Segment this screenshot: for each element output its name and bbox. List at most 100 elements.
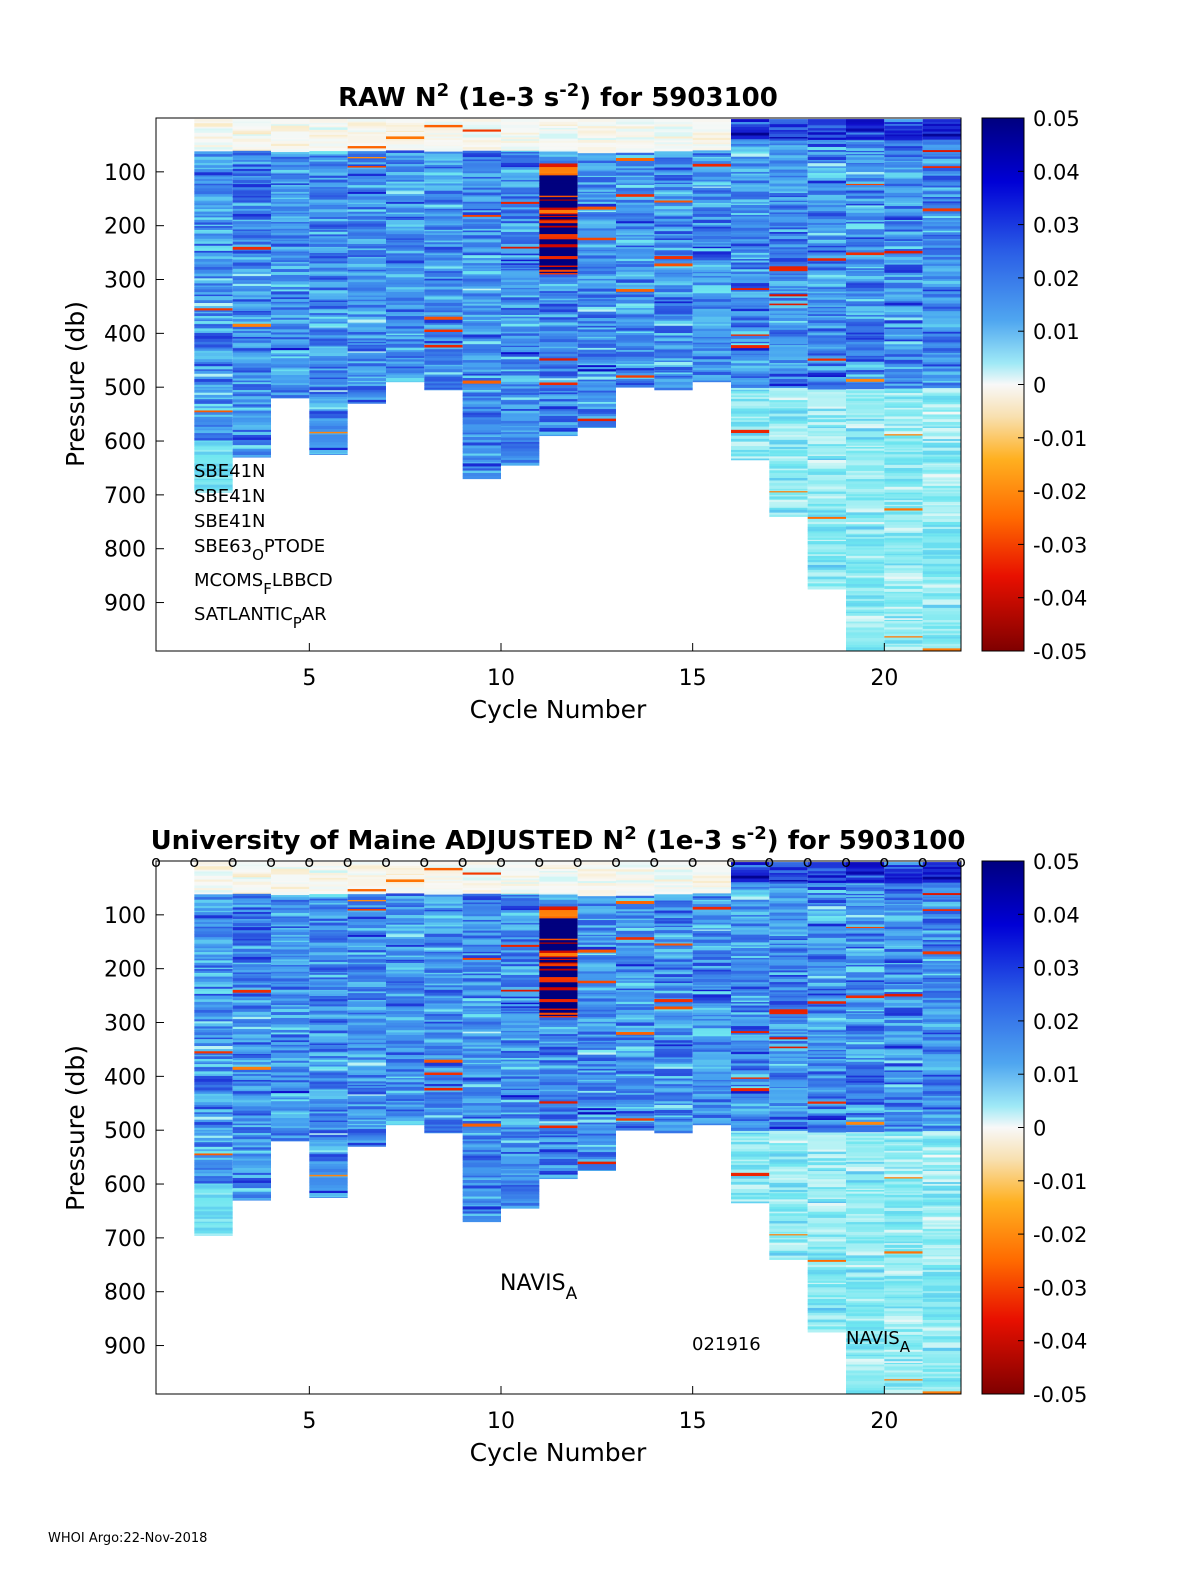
raw-heatmap-cell [846, 301, 884, 304]
adjusted-heatmap-cell [348, 1063, 386, 1066]
raw-heatmap-cell [769, 223, 807, 226]
raw-heatmap-cell [309, 358, 347, 361]
raw-heatmap-cell [731, 382, 769, 385]
raw-annotation: SBE41N [194, 511, 266, 532]
adjusted-heatmap-cell [578, 904, 616, 907]
raw-heatmap-cell [808, 335, 846, 338]
raw-heatmap-cell [386, 242, 424, 245]
raw-heatmap-cell [424, 332, 462, 335]
adjusted-heatmap-cell [616, 943, 654, 946]
raw-heatmap-cell [923, 474, 961, 477]
adjusted-heatmap-cell [271, 966, 309, 969]
raw-heatmap-cell [463, 212, 501, 215]
adjusted-heatmap-cell [348, 919, 386, 922]
raw-heatmap-cell [424, 148, 462, 152]
adjusted-heatmap-cell [348, 1145, 386, 1147]
raw-heatmap-cell [846, 313, 884, 316]
raw-heatmap-cell [424, 369, 462, 372]
adjusted-heatmap-cell [194, 1007, 232, 1010]
adjusted-heatmap-cell [539, 1131, 577, 1134]
adjusted-heatmap-cell [233, 898, 271, 901]
raw-heatmap-cell [846, 308, 884, 311]
adjusted-heatmap-cell [501, 930, 539, 933]
adjusted-heatmap-cell [194, 1117, 232, 1120]
adjusted-heatmap-cell [578, 1157, 616, 1160]
adjusted-heatmap-cell [424, 990, 462, 993]
raw-heatmap-cell [884, 332, 922, 336]
raw-heatmap-cell [808, 135, 846, 138]
raw-heatmap-cell [616, 280, 654, 283]
raw-heatmap-cell [501, 282, 539, 285]
raw-heatmap-cell [808, 565, 846, 568]
raw-y-axis-label: Pressure (db) [61, 301, 90, 467]
adjusted-heatmap-cell [348, 957, 386, 960]
raw-heatmap-cell [769, 416, 807, 419]
raw-heatmap-cell [386, 277, 424, 280]
raw-heatmap-cell [271, 334, 309, 337]
raw-heatmap-cell [578, 377, 616, 380]
raw-heatmap-cell [884, 517, 922, 520]
adjusted-heatmap-cell [424, 1101, 462, 1104]
raw-heatmap-cell [386, 153, 424, 156]
raw-heatmap-cell [233, 427, 271, 430]
raw-heatmap-cell [463, 409, 501, 412]
raw-heatmap-cell [808, 231, 846, 234]
raw-heatmap-cell [194, 194, 232, 197]
adjusted-heatmap-cell [501, 1090, 539, 1093]
raw-heatmap-cell [769, 277, 807, 280]
raw-heatmap-cell [194, 212, 232, 215]
adjusted-heatmap-cell [463, 894, 501, 897]
raw-heatmap-cell [808, 533, 846, 536]
adjusted-heatmap-cell [386, 1107, 424, 1110]
raw-heatmap-cell [539, 239, 577, 242]
adjusted-heatmap-cell [309, 1122, 347, 1126]
raw-heatmap-cell [194, 435, 232, 438]
raw-heatmap-cell [539, 131, 577, 134]
raw-heatmap-cell [846, 185, 884, 188]
adjusted-heatmap-cell [501, 966, 539, 970]
raw-heatmap-cell [309, 166, 347, 169]
raw-heatmap-cell [616, 314, 654, 317]
raw-heatmap-cell [808, 341, 846, 344]
raw-heatmap-cell [233, 363, 271, 366]
adjusted-heatmap-cell [424, 978, 462, 981]
adjusted-heatmap-cell [271, 897, 309, 900]
adjusted-heatmap-cell [194, 894, 232, 897]
raw-heatmap-cell [309, 232, 347, 235]
raw-heatmap-cell [808, 431, 846, 434]
adjusted-heatmap-cell [233, 940, 271, 943]
adjusted-heatmap-cell [463, 1055, 501, 1059]
adjusted-heatmap-cell [233, 1137, 271, 1140]
adjusted-heatmap-cell [386, 1000, 424, 1003]
raw-colorbar-tick-label: 0.05 [1033, 107, 1080, 131]
raw-heatmap-cell [194, 143, 232, 146]
adjusted-heatmap-cell [348, 882, 386, 885]
raw-heatmap-cell [846, 509, 884, 512]
raw-heatmap-cell [846, 129, 884, 133]
raw-heatmap-cell [769, 504, 807, 507]
raw-heatmap-cell [808, 519, 846, 522]
raw-heatmap-cell [309, 400, 347, 403]
raw-heatmap-cell [693, 248, 731, 252]
raw-heatmap-cell [578, 271, 616, 275]
adjusted-heatmap-cell [616, 872, 654, 875]
raw-heatmap-cell [539, 134, 577, 137]
raw-heatmap-cell [348, 119, 386, 122]
adjusted-heatmap-cell [463, 1144, 501, 1147]
raw-heatmap-cell [271, 209, 309, 212]
adjusted-heatmap-cell [539, 982, 577, 985]
raw-heatmap-cell [501, 397, 539, 400]
raw-heatmap-cell [501, 196, 539, 199]
raw-heatmap-cell [808, 487, 846, 490]
raw-heatmap-cell [923, 168, 961, 172]
raw-heatmap-cell [616, 158, 654, 161]
raw-heatmap-cell [731, 399, 769, 402]
raw-heatmap-cell [578, 255, 616, 259]
raw-heatmap-cell [884, 354, 922, 357]
raw-heatmap-cell [693, 283, 731, 286]
raw-heatmap-cell [731, 391, 769, 394]
raw-heatmap-cell [884, 545, 922, 548]
raw-heatmap-cell [846, 217, 884, 220]
raw-heatmap-cell [884, 251, 922, 254]
raw-heatmap-cell [233, 344, 271, 347]
